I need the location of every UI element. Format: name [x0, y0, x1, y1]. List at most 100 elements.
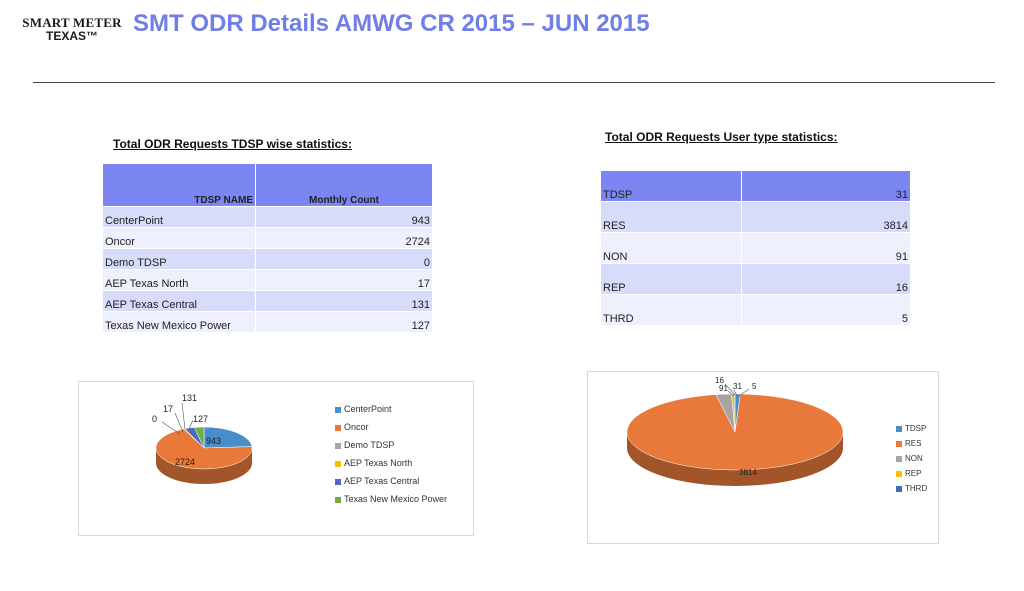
user-type-cell: NON	[600, 232, 742, 264]
tdsp-count-cell: 127	[255, 311, 433, 333]
legend-label: THRD	[905, 484, 928, 493]
legend-label: Demo TDSP	[344, 440, 395, 450]
legend-label: AEP Texas North	[344, 458, 413, 468]
table-row: REP 16	[600, 263, 911, 295]
tdsp-count-cell: 2724	[255, 227, 433, 249]
legend-swatch	[896, 425, 902, 432]
legend-label: NON	[905, 454, 923, 463]
legend-entry: Oncor	[335, 422, 447, 432]
legend-entry: THRD	[896, 484, 927, 493]
pie-slice-texas-new-mexico-power	[193, 426, 205, 449]
user-type-cell: THRD	[600, 294, 742, 326]
pie-leader-line	[727, 390, 735, 397]
legend-swatch	[896, 470, 902, 477]
legend-label: REP	[905, 469, 922, 478]
pie-leader-line	[724, 383, 736, 396]
tdsp-name-header: TDSP NAME	[102, 163, 256, 207]
pie-data-label: 127	[193, 414, 208, 424]
table-row: NON 91	[600, 232, 911, 264]
legend-entry: TDSP	[896, 424, 927, 433]
tdsp-name-cell: Oncor	[102, 227, 256, 249]
legend-entry: RES	[896, 439, 927, 448]
table-row: Texas New Mexico Power 127	[102, 311, 433, 333]
legend-entry: NON	[896, 454, 927, 463]
legend-swatch	[896, 440, 902, 447]
legend-label: AEP Texas Central	[344, 476, 420, 486]
legend-swatch	[335, 460, 341, 467]
pie-data-label: 2724	[175, 457, 195, 467]
tdsp-name-cell: Texas New Mexico Power	[102, 311, 256, 333]
tdsp-name-cell: AEP Texas North	[102, 269, 256, 291]
table-row: AEP Texas North 17	[102, 269, 433, 291]
tdsp-count-cell: 131	[255, 290, 433, 312]
legend-swatch	[335, 478, 341, 485]
table-row: Oncor 2724	[102, 227, 433, 249]
table-row: AEP Texas Central 131	[102, 290, 433, 312]
user-section-title: Total ODR Requests User type statistics:	[605, 130, 838, 144]
legend-entry: Texas New Mexico Power	[335, 494, 447, 504]
page-title: SMT ODR Details AMWG CR 2015 – JUN 2015	[133, 10, 650, 37]
table-row: THRD 5	[600, 294, 911, 326]
pie-leader-line	[738, 388, 750, 397]
tdsp-count-cell: 0	[255, 248, 433, 270]
legend-swatch	[896, 455, 902, 462]
pie-data-label: 0	[152, 414, 157, 424]
tdsp-name-cell: Demo TDSP	[102, 248, 256, 270]
legend-label: Oncor	[344, 422, 369, 432]
legend-entry: Demo TDSP	[335, 440, 447, 450]
legend-entry: CenterPoint	[335, 404, 447, 414]
legend-swatch	[896, 485, 902, 492]
monthly-count-header: Monthly Count	[255, 163, 433, 207]
tdsp-table-header: TDSP NAME Monthly Count	[102, 163, 433, 207]
legend-label: Texas New Mexico Power	[344, 494, 448, 504]
tdsp-pie-legend: CenterPoint Oncor Demo TDSP AEP Texas North…	[335, 404, 447, 512]
user-type-table: TDSP 31 RES 3814 NON 91 REP 16 THRD 5	[600, 170, 911, 326]
pie-leader-line	[188, 419, 194, 430]
user-count-cell: 31	[741, 170, 911, 202]
tdsp-pie-chart: 943 2724 0 17 131 127 CenterPoint Oncor Demo TD…	[78, 381, 474, 536]
tdsp-name-cell: CenterPoint	[102, 206, 256, 228]
pie-leader-line	[181, 402, 186, 430]
tdsp-table: TDSP NAME Monthly Count CenterPoint 943 …	[102, 163, 433, 333]
pie-data-label: 943	[206, 436, 221, 446]
user-type-cell: RES	[600, 201, 742, 233]
tdsp-count-cell: 17	[255, 269, 433, 291]
user-count-cell: 3814	[741, 201, 911, 233]
legend-label: TDSP	[905, 424, 927, 433]
legend-entry: REP	[896, 469, 927, 478]
legend-swatch	[335, 496, 341, 503]
pie-slice-oncor	[155, 428, 253, 470]
table-row: CenterPoint 943	[102, 206, 433, 228]
pie-data-label: 3814	[739, 468, 757, 477]
logo-line2: TEXAS™	[45, 29, 98, 43]
pie-slice-centerpoint	[203, 426, 253, 449]
user-type-cell: REP	[600, 263, 742, 295]
pie-data-label: 91	[719, 384, 728, 393]
legend-label: RES	[905, 439, 922, 448]
legend-swatch	[335, 442, 341, 449]
table-row: Demo TDSP 0	[102, 248, 433, 270]
legend-swatch	[335, 424, 341, 431]
table-row: TDSP 31	[600, 170, 911, 202]
legend-entry: AEP Texas North	[335, 458, 447, 468]
logo-line1: SMART METER	[22, 15, 122, 30]
user-count-cell: 5	[741, 294, 911, 326]
pie-leader-line	[174, 412, 184, 433]
smart-meter-texas-logo: SMART METER TEXAS™	[22, 15, 122, 43]
user-count-cell: 91	[741, 232, 911, 264]
user-pie-chart: 31 3814 91 16 5 TDSP RES NON REP THRD	[587, 371, 939, 544]
legend-entry: AEP Texas Central	[335, 476, 447, 486]
pie-data-label: 5	[752, 382, 757, 391]
tdsp-name-cell: AEP Texas Central	[102, 290, 256, 312]
pie-leader-line	[733, 389, 738, 397]
pie-data-label: 131	[182, 393, 197, 403]
pie-data-label: 31	[733, 382, 742, 391]
legend-swatch	[335, 406, 341, 413]
pie-data-label: 16	[715, 376, 724, 385]
tdsp-count-cell: 943	[255, 206, 433, 228]
user-type-cell: TDSP	[600, 170, 742, 202]
user-count-cell: 16	[741, 263, 911, 295]
tdsp-section-title: Total ODR Requests TDSP wise statistics:	[113, 137, 352, 151]
user-pie-legend: TDSP RES NON REP THRD	[896, 424, 927, 499]
